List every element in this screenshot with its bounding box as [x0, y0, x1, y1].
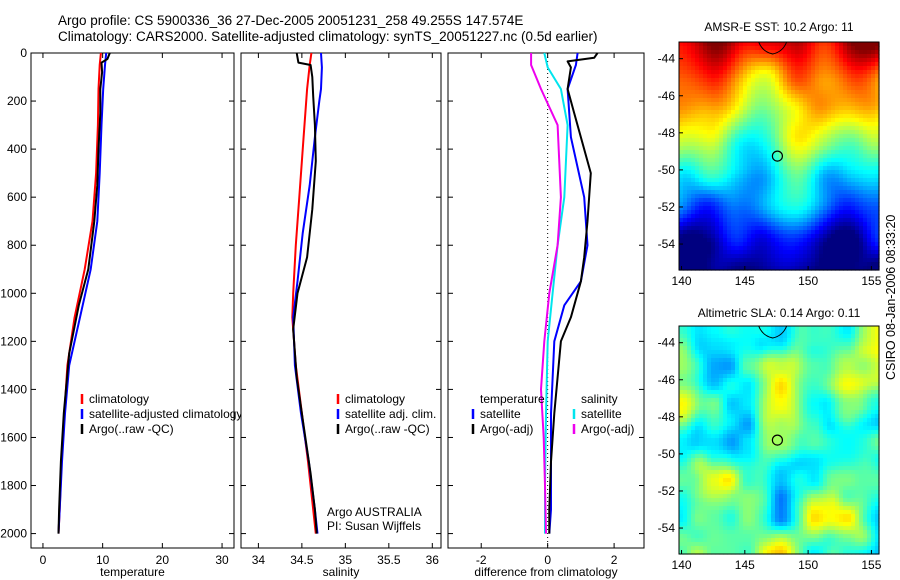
temperature-ytick-label: 1000 — [0, 286, 27, 300]
difference-xtick-label: 0 — [544, 553, 551, 567]
salinity-axes-box — [240, 52, 442, 549]
difference-legend-heading: salinity — [581, 392, 618, 406]
sla_map-ytick-label: -50 — [658, 447, 676, 461]
salinity-xtick-label: 35.5 — [377, 553, 401, 567]
sla_map-argo-marker — [771, 434, 784, 446]
temperature-ytick-label: 200 — [7, 94, 27, 108]
temperature-ytick-label: 600 — [7, 190, 27, 204]
sst_map-ytick-label: -50 — [658, 163, 676, 177]
temperature-legend-label: satellite-adjusted climatology — [89, 407, 242, 421]
sst_map-coastline — [758, 41, 788, 55]
difference-legend-label: satellite — [581, 407, 622, 421]
temperature-legend-label: Argo(..raw -QC) — [89, 422, 174, 436]
sst_map-xtick-label: 155 — [861, 274, 881, 288]
sla_map-axes-box — [678, 325, 880, 555]
sla_map-ytick-label: -54 — [658, 521, 676, 535]
difference-xlabel: difference from climatology — [474, 565, 617, 579]
sla_map-ytick-label: -46 — [658, 373, 676, 387]
difference-xtick-label: 2 — [611, 553, 618, 567]
figure-title-line1: Argo profile: CS 5900336_36 27-Dec-2005 … — [58, 13, 524, 28]
sst_map-title: AMSR-E SST: 10.2 Argo: 11 — [704, 20, 854, 34]
sla_map-xtick-label: 145 — [735, 558, 755, 572]
temperature-ytick-label: 1400 — [0, 382, 27, 396]
temperature-ytick-label: 1800 — [0, 479, 27, 493]
sla_map-ytick-label: -52 — [658, 484, 676, 498]
sst_map-axes-box — [678, 41, 880, 271]
temperature-series-line — [57, 52, 108, 534]
sst_map-xtick-label: 140 — [672, 274, 692, 288]
sla_map-xtick-label: 155 — [861, 558, 881, 572]
difference-legend-heading: temperature — [480, 392, 545, 406]
temperature-series-line — [57, 52, 111, 534]
temperature-axes-box — [30, 52, 235, 549]
salinity-xtick-label: 35 — [339, 553, 353, 567]
salinity-annotation: Argo AUSTRALIA — [327, 505, 422, 519]
salinity-legend-label: climatology — [345, 392, 405, 406]
difference-xtick-label: -2 — [476, 553, 487, 567]
temperature-ytick-label: 2000 — [0, 527, 27, 541]
salinity-legend-label: satellite adj. clim. — [345, 407, 436, 421]
salinity-xlabel: salinity — [323, 565, 360, 579]
salinity-xtick-label: 36 — [426, 553, 440, 567]
sst_map-xtick-label: 150 — [798, 274, 818, 288]
sst_map-argo-marker — [771, 150, 784, 162]
salinity-annotation: PI: Susan Wijffels — [327, 519, 421, 533]
salinity-series-line — [292, 52, 318, 534]
sst_map-ytick-label: -52 — [658, 200, 676, 214]
temperature-xtick-label: 0 — [40, 553, 47, 567]
temperature-xlabel: temperature — [100, 565, 165, 579]
sla_map-ytick-label: -44 — [658, 336, 676, 350]
temperature-xtick-label: 30 — [215, 553, 229, 567]
salinity-xtick-label: 34 — [252, 553, 266, 567]
difference-series-line — [548, 52, 599, 534]
figure-title-line2: Climatology: CARS2000. Satellite-adjuste… — [58, 29, 598, 44]
temperature-ytick-label: 800 — [7, 238, 27, 252]
sla_map-ytick-label: -48 — [658, 410, 676, 424]
salinity-legend-label: Argo(..raw -QC) — [345, 422, 430, 436]
temperature-legend-label: climatology — [89, 392, 149, 406]
difference-legend-label: Argo(-adj) — [480, 422, 533, 436]
sst_map-ytick-label: -54 — [658, 237, 676, 251]
sst_map-ytick-label: -44 — [658, 52, 676, 66]
sla_map-coastline — [758, 325, 788, 339]
sst_map-ytick-label: -46 — [658, 89, 676, 103]
sst_map-ytick-label: -48 — [658, 126, 676, 140]
temperature-ytick-label: 400 — [7, 142, 27, 156]
salinity-xtick-label: 34.5 — [290, 553, 314, 567]
difference-series-line — [530, 53, 562, 534]
sst_map-field — [679, 42, 880, 271]
sla_map-xtick-label: 150 — [798, 558, 818, 572]
sst_map-xtick-label: 145 — [735, 274, 755, 288]
temperature-xtick-label: 20 — [156, 553, 170, 567]
difference-legend-label: satellite — [480, 407, 521, 421]
temperature-xtick-label: 10 — [96, 553, 110, 567]
sla_map-field — [679, 326, 880, 555]
sla_map-xtick-label: 140 — [672, 558, 692, 572]
temperature-ytick-label: 1600 — [0, 430, 27, 444]
temperature-ytick-label: 1200 — [0, 334, 27, 348]
temperature-ytick-label: 0 — [20, 46, 27, 60]
difference-legend-label: Argo(-adj) — [581, 422, 634, 436]
sla_map-title: Altimetric SLA: 0.14 Argo: 0.11 — [698, 306, 861, 320]
